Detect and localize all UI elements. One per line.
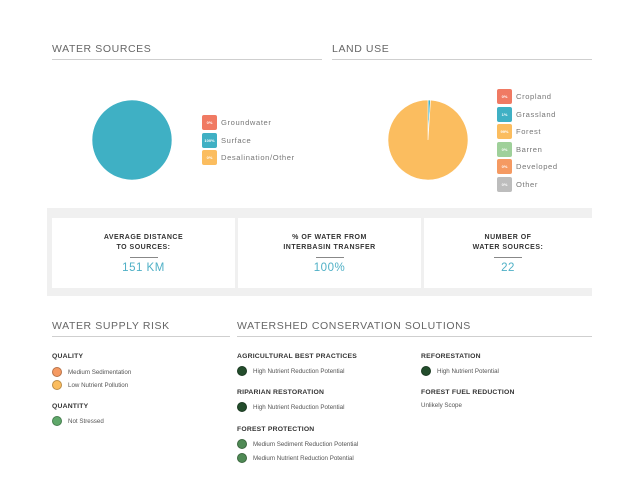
legend-chip: 0% [202,115,217,131]
legend-item-groundwater: 0% Groundwater [202,114,295,132]
quality-item: Medium Sedimentation [52,367,131,377]
legend-item-desalination: 0% Desalination/Other [202,149,295,167]
conservation-solutions-title: WATERSHED CONSERVATION SOLUTIONS [237,320,471,332]
stat-title: NUMBER OF WATER SOURCES: [424,233,592,253]
water-supply-risk-rule [52,336,230,337]
land-use-pie [387,99,469,181]
legend-label: Forest [516,127,542,137]
stat-title-line: TO SOURCES: [116,244,171,251]
legend-item-forest: 99% Forest [497,123,558,141]
stat-divider [315,257,344,258]
solution-item-label: High Nutrient Reduction Potential [253,367,345,375]
legend-item-grassland: 1% Grassland [497,106,558,124]
forest-fuel-note: Unlikely Scope [421,402,462,409]
legend-chip: 0% [497,89,512,105]
solution-item: High Nutrient Reduction Potential [237,366,345,376]
quality-item-label: Medium Sedimentation [68,368,132,376]
solution-item-label: Medium Nutrient Reduction Potential [253,454,354,462]
solution-item: Medium Nutrient Reduction Potential [237,453,354,463]
stat-value: 151 KM [122,262,165,274]
stat-card-interbasin: % OF WATER FROM INTERBASIN TRANSFER 100% [238,218,421,288]
legend-chip: 0% [497,159,512,175]
legend-label: Grassland [516,109,557,119]
solution-item: Medium Sediment Reduction Potential [237,439,358,449]
stat-divider [129,257,158,258]
legend-item-cropland: 0% Cropland [497,88,558,106]
legend-label: Developed [516,162,558,172]
stat-title-line: INTERBASIN TRANSFER [283,244,376,251]
legend-label: Barren [516,144,543,154]
solution-item-label: High Nutrient Reduction Potential [253,403,345,411]
legend-label: Groundwater [221,118,272,128]
legend-chip: 0% [497,176,512,192]
agricultural-heading: AGRICULTURAL BEST PRACTICES [237,353,357,360]
water-supply-risk-title: WATER SUPPLY RISK [52,320,170,332]
solution-item: High Nutrient Reduction Potential [237,402,345,412]
stat-title-line: % OF WATER FROM [292,234,367,241]
legend-chip: 0% [202,150,217,166]
status-dot [52,367,62,377]
reforestation-heading: REFORESTATION [421,353,481,360]
pie-slice-surface [91,99,173,181]
water-sources-legend: 0% Groundwater 100% Surface 0% Desalinat… [202,114,295,167]
pie-slice-forest [387,99,469,181]
quantity-item: Not Stressed [52,416,104,426]
land-use-title: LAND USE [332,43,390,55]
solution-item: High Nutrient Potential [421,366,499,376]
status-dot [237,453,247,463]
conservation-solutions-rule [237,336,592,337]
status-dot [52,416,62,426]
status-dot [237,366,247,376]
quantity-item-label: Not Stressed [68,417,104,425]
stat-title: % OF WATER FROM INTERBASIN TRANSFER [238,233,421,253]
status-dot [421,366,431,376]
stat-title: AVERAGE DISTANCE TO SOURCES: [52,233,235,253]
stat-title-line: NUMBER OF [484,234,532,241]
land-use-legend: 0% Cropland 1% Grassland 99% Forest 0% B… [497,88,558,193]
water-sources-title: WATER SOURCES [52,43,152,55]
legend-label: Desalination/Other [221,153,295,163]
stat-value: 100% [313,262,346,274]
solution-item-label: Medium Sediment Reduction Potential [253,440,359,448]
stat-card-distance: AVERAGE DISTANCE TO SOURCES: 151 KM [52,218,235,288]
quality-heading: QUALITY [52,353,84,360]
legend-chip: 99% [497,124,512,140]
legend-chip: 0% [497,141,512,157]
status-dot [237,402,247,412]
legend-item-barren: 0% Barren [497,141,558,159]
stat-title-line: WATER SOURCES: [472,244,544,251]
status-dot [52,380,62,390]
legend-item-developed: 0% Developed [497,158,558,176]
quantity-heading: QUANTITY [52,403,89,410]
legend-item-surface: 100% Surface [202,132,295,150]
land-use-rule [332,59,592,60]
water-sources-pie [91,99,173,181]
legend-label: Other [516,179,538,189]
legend-chip: 1% [497,106,512,122]
status-dot [237,439,247,449]
stat-title-line: AVERAGE DISTANCE [103,234,184,241]
legend-label: Surface [221,135,252,145]
stats-strip: AVERAGE DISTANCE TO SOURCES: 151 KM % OF… [47,208,592,296]
forest-protection-heading: FOREST PROTECTION [237,426,315,433]
riparian-heading: RIPARIAN RESTORATION [237,389,325,396]
legend-label: Cropland [516,92,552,102]
stat-divider [494,257,522,258]
stat-card-sources: NUMBER OF WATER SOURCES: 22 [424,218,592,288]
legend-item-other: 0% Other [497,176,558,194]
quality-item-label: Low Nutrient Pollution [68,381,129,389]
quality-item: Low Nutrient Pollution [52,380,128,390]
solution-item-label: High Nutrient Potential [437,367,499,375]
forest-fuel-heading: FOREST FUEL REDUCTION [421,389,515,396]
water-sources-rule [52,59,322,60]
legend-chip: 100% [202,132,217,148]
stat-value: 22 [501,262,515,274]
